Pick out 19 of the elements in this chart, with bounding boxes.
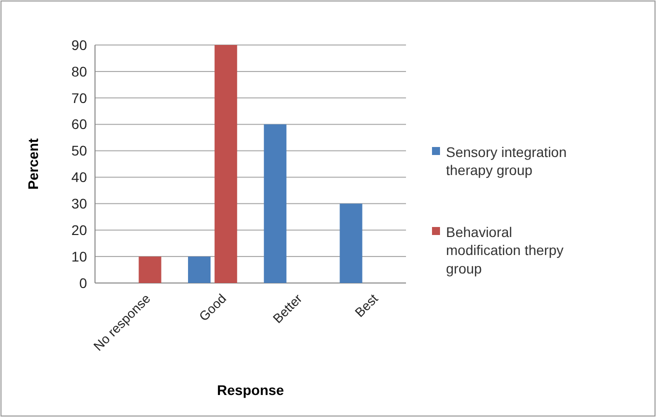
y-axis-title: Percent: [25, 138, 41, 190]
bar: [264, 124, 286, 283]
y-tick-label: 90: [71, 36, 88, 53]
bar: [214, 45, 238, 283]
bar: [340, 204, 362, 283]
y-tick-label: 20: [71, 222, 88, 238]
y-tick-label: 10: [71, 248, 88, 264]
bar: [188, 256, 211, 283]
y-tick-label: 60: [71, 116, 88, 132]
x-axis-title: Response: [217, 382, 284, 398]
y-tick-label: 30: [71, 196, 88, 212]
y-tick-label: 50: [71, 142, 88, 159]
y-tick-label: 70: [71, 90, 88, 106]
y-tick-label: 80: [71, 63, 88, 80]
y-tick-label: 0: [79, 274, 88, 291]
bar: [138, 256, 162, 283]
y-tick-label: 40: [71, 169, 88, 186]
legend-label: Sensory integration therapy group: [446, 144, 567, 178]
legend-label: Behavioral modification therpy group: [446, 224, 564, 276]
